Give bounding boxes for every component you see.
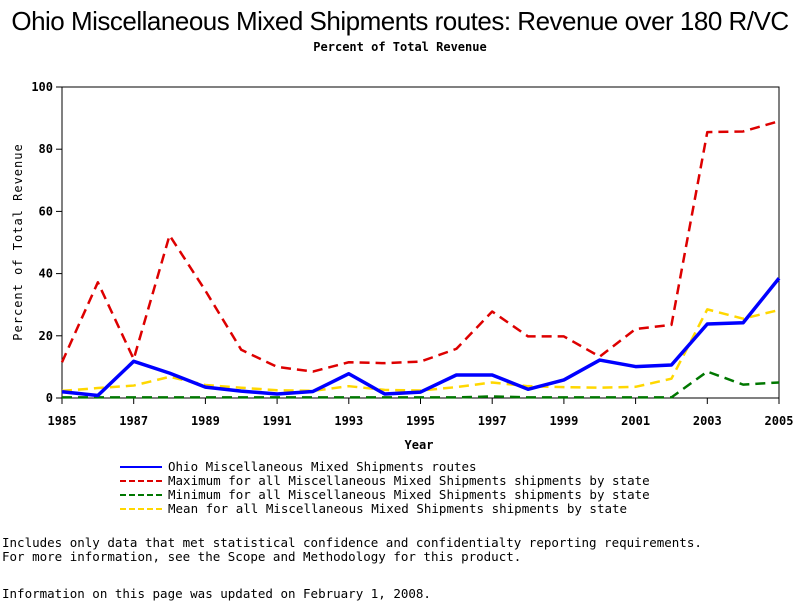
update-note: Information on this page was updated on … bbox=[2, 586, 431, 601]
y-tick-label: 20 bbox=[39, 329, 53, 343]
legend-swatch-maximum bbox=[120, 480, 162, 482]
series-layer bbox=[60, 120, 781, 399]
x-tick-label: 1987 bbox=[119, 414, 148, 428]
y-tick-label: 40 bbox=[39, 267, 53, 281]
legend-label: Maximum for all Miscellaneous Mixed Ship… bbox=[168, 473, 650, 488]
x-tick-label: 2001 bbox=[621, 414, 650, 428]
series-line-minimum bbox=[62, 370, 780, 399]
x-axis-label: Year bbox=[405, 438, 434, 452]
y-tick-label: 60 bbox=[39, 204, 53, 218]
legend-swatch-ohio bbox=[120, 466, 162, 468]
chart-subtitle: Percent of Total Revenue bbox=[313, 40, 487, 54]
x-tick-label: 1991 bbox=[263, 414, 292, 428]
x-tick-label: 1997 bbox=[478, 414, 507, 428]
y-tick-label: 0 bbox=[46, 391, 53, 405]
x-tick-label: 2003 bbox=[693, 414, 722, 428]
plot-frame bbox=[61, 86, 780, 399]
legend-item: Maximum for all Miscellaneous Mixed Ship… bbox=[120, 474, 650, 488]
legend-label: Ohio Miscellaneous Mixed Shipments route… bbox=[168, 459, 477, 474]
legend-swatch-mean bbox=[120, 508, 162, 510]
footnote-line: Includes only data that met statistical … bbox=[2, 535, 702, 550]
axes: 0 20 40 60 80 100 1985 1987 1989 1991 1993 1995 1997… bbox=[31, 80, 793, 428]
legend-item: Minimum for all Miscellaneous Mixed Ship… bbox=[120, 488, 650, 502]
legend-label: Minimum for all Miscellaneous Mixed Ship… bbox=[168, 487, 650, 502]
x-tick-label: 2005 bbox=[765, 414, 794, 428]
y-tick-label: 100 bbox=[31, 80, 53, 94]
x-tick-label: 1999 bbox=[549, 414, 578, 428]
series-line-maximum bbox=[60, 120, 780, 373]
x-tick-label: 1985 bbox=[48, 414, 77, 428]
footnotes: Includes only data that met statistical … bbox=[2, 536, 702, 564]
legend-item: Mean for all Miscellaneous Mixed Shipmen… bbox=[120, 502, 650, 516]
series-line-ohio bbox=[61, 277, 781, 398]
legend-swatch-minimum bbox=[120, 494, 162, 496]
x-tick-label: 1995 bbox=[406, 414, 435, 428]
x-tick-label: 1989 bbox=[191, 414, 220, 428]
chart-title: Ohio Miscellaneous Mixed Shipments route… bbox=[11, 6, 789, 36]
legend-item: Ohio Miscellaneous Mixed Shipments route… bbox=[120, 460, 650, 474]
footnote-line: For more information, see the Scope and … bbox=[2, 549, 522, 564]
x-tick-label: 1993 bbox=[334, 414, 363, 428]
y-tick-label: 80 bbox=[39, 142, 53, 156]
y-axis-label: Percent of Total Revenue bbox=[11, 143, 25, 340]
legend: Ohio Miscellaneous Mixed Shipments route… bbox=[120, 460, 650, 516]
legend-label: Mean for all Miscellaneous Mixed Shipmen… bbox=[168, 501, 628, 516]
